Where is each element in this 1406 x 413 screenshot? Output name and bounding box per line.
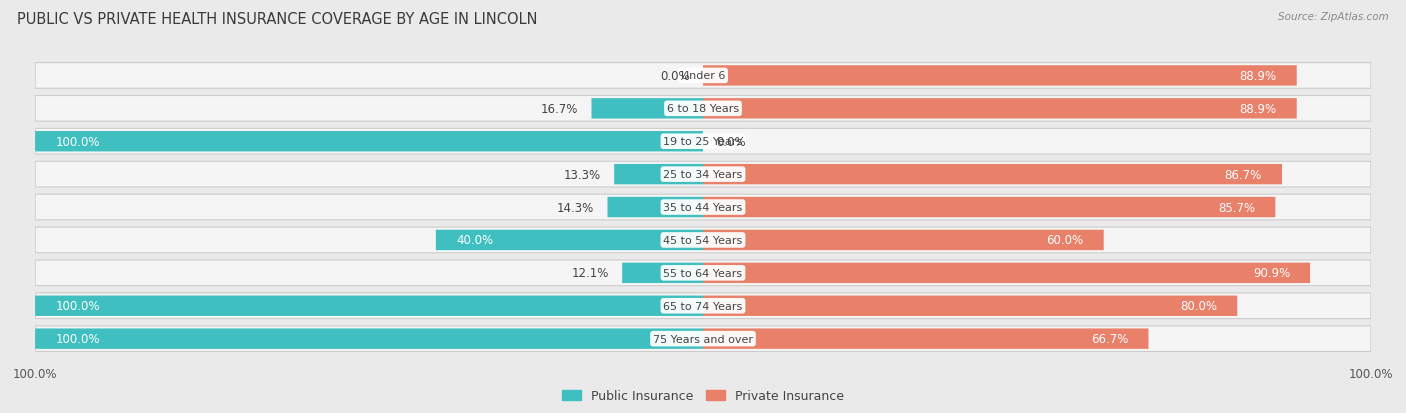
Text: 65 to 74 Years: 65 to 74 Years [664,301,742,311]
FancyBboxPatch shape [35,132,703,152]
FancyBboxPatch shape [436,230,703,251]
FancyBboxPatch shape [703,230,1104,251]
Text: Under 6: Under 6 [681,71,725,81]
Text: 45 to 54 Years: 45 to 54 Years [664,235,742,245]
FancyBboxPatch shape [35,296,703,316]
Text: 90.9%: 90.9% [1253,267,1291,280]
FancyBboxPatch shape [35,162,1371,188]
Text: Source: ZipAtlas.com: Source: ZipAtlas.com [1278,12,1389,22]
FancyBboxPatch shape [703,197,1275,218]
Text: 88.9%: 88.9% [1240,70,1277,83]
Text: 0.0%: 0.0% [716,135,747,148]
Text: 35 to 44 Years: 35 to 44 Years [664,202,742,213]
FancyBboxPatch shape [35,260,1371,286]
FancyBboxPatch shape [607,197,703,218]
Text: 88.9%: 88.9% [1240,102,1277,116]
FancyBboxPatch shape [703,296,1237,316]
Text: 25 to 34 Years: 25 to 34 Years [664,170,742,180]
Text: 100.0%: 100.0% [55,299,100,313]
Text: 66.7%: 66.7% [1091,332,1129,345]
FancyBboxPatch shape [703,263,1310,283]
FancyBboxPatch shape [614,164,703,185]
Text: 14.3%: 14.3% [557,201,595,214]
Text: 86.7%: 86.7% [1225,168,1263,181]
Text: 100.0%: 100.0% [55,332,100,345]
FancyBboxPatch shape [35,195,1371,220]
Text: 6 to 18 Years: 6 to 18 Years [666,104,740,114]
FancyBboxPatch shape [35,293,1371,319]
Text: 12.1%: 12.1% [571,267,609,280]
Text: 60.0%: 60.0% [1046,234,1084,247]
Text: PUBLIC VS PRIVATE HEALTH INSURANCE COVERAGE BY AGE IN LINCOLN: PUBLIC VS PRIVATE HEALTH INSURANCE COVER… [17,12,537,27]
FancyBboxPatch shape [35,329,703,349]
FancyBboxPatch shape [35,96,1371,122]
Text: 100.0%: 100.0% [55,135,100,148]
Text: 40.0%: 40.0% [456,234,494,247]
Text: 19 to 25 Years: 19 to 25 Years [664,137,742,147]
FancyBboxPatch shape [703,99,1296,119]
Text: 75 Years and over: 75 Years and over [652,334,754,344]
FancyBboxPatch shape [35,326,1371,351]
FancyBboxPatch shape [703,66,1296,86]
FancyBboxPatch shape [623,263,703,283]
FancyBboxPatch shape [703,164,1282,185]
Text: 85.7%: 85.7% [1218,201,1256,214]
FancyBboxPatch shape [35,228,1371,253]
FancyBboxPatch shape [592,99,703,119]
FancyBboxPatch shape [703,329,1149,349]
Text: 16.7%: 16.7% [541,102,578,116]
Legend: Public Insurance, Private Insurance: Public Insurance, Private Insurance [557,384,849,407]
Text: 13.3%: 13.3% [564,168,600,181]
Text: 80.0%: 80.0% [1180,299,1218,313]
FancyBboxPatch shape [35,64,1371,89]
Text: 0.0%: 0.0% [659,70,689,83]
FancyBboxPatch shape [35,129,1371,155]
Text: 55 to 64 Years: 55 to 64 Years [664,268,742,278]
